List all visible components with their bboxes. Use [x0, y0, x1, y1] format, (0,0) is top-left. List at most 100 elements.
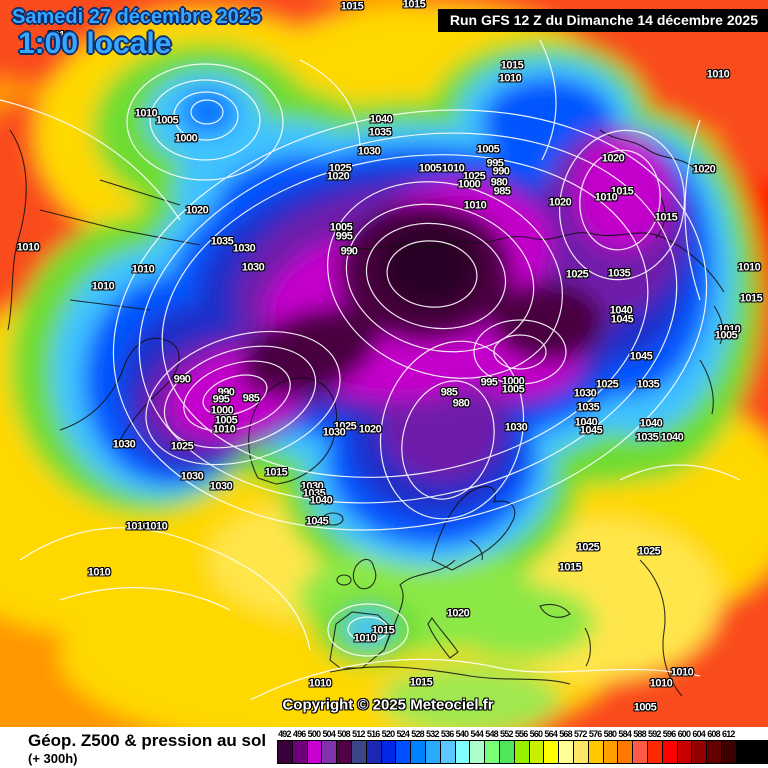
- pressure-label: 1000: [457, 178, 481, 191]
- scale-value: 532: [426, 729, 439, 739]
- scale-value: 604: [692, 729, 706, 739]
- pressure-label: 1025: [565, 268, 589, 281]
- pressure-label: 1005: [476, 143, 500, 156]
- pressure-label: 1025: [462, 170, 486, 183]
- pressure-label: 1010: [91, 280, 115, 293]
- pressure-label: 1015: [340, 0, 364, 13]
- scale-cell: [307, 741, 323, 763]
- pressure-label: 990: [340, 245, 358, 258]
- pressure-label: 1010: [16, 241, 40, 254]
- scale-cell: [499, 741, 515, 763]
- pressure-label: 1010: [125, 520, 149, 533]
- pressure-label: 1010: [670, 666, 694, 679]
- scale-cell: [588, 741, 604, 763]
- pressure-label: 1040: [609, 304, 633, 317]
- scale-end-cap: [736, 741, 768, 763]
- scale-cell: [411, 741, 426, 763]
- pressure-label: 1015: [558, 561, 582, 574]
- scale-cell: [455, 741, 471, 763]
- z500-color-field: [0, 0, 768, 727]
- pressure-label: 1005: [714, 329, 738, 342]
- pressure-label: 1035: [576, 401, 600, 414]
- pressure-label: 1040: [639, 417, 663, 430]
- pressure-label: 1045: [305, 515, 329, 528]
- pressure-label: 1015: [402, 0, 426, 11]
- scale-value: 556: [514, 729, 528, 739]
- pressure-label: 1030: [322, 426, 346, 439]
- pressure-label: 1035: [636, 378, 660, 391]
- pressure-label: 985: [440, 386, 458, 399]
- scale-values: 492 496 500 504 508 512 516 520 524 528 532 536 540 5…: [277, 729, 768, 739]
- scale-value: 596: [662, 729, 676, 739]
- pressure-label: 1020: [446, 607, 470, 620]
- scale-value: 536: [440, 729, 454, 739]
- pressure-label: 1010: [717, 323, 741, 336]
- scale-value: 524: [396, 729, 410, 739]
- pressure-label: 1005: [501, 383, 525, 396]
- pressure-label: 1020: [358, 423, 382, 436]
- scale-cell: [322, 741, 338, 763]
- pressure-label: 1035: [607, 267, 631, 280]
- scale-cell: [707, 741, 722, 763]
- scale-cell: [278, 741, 293, 763]
- scale-value: 540: [455, 729, 469, 739]
- scale-cell: [544, 741, 560, 763]
- pressure-label: 1030: [232, 242, 256, 255]
- pressure-label: 1025: [170, 440, 194, 453]
- pressure-label: 1020: [692, 163, 716, 176]
- pressure-label: 1015: [500, 59, 524, 72]
- pressure-label: 1025: [328, 162, 352, 175]
- forecast-hour-label: (+ 300h): [28, 751, 78, 766]
- valid-date-label: Samedi 27 décembre 2025: [12, 6, 262, 28]
- pressure-label: 995: [335, 230, 353, 243]
- pressure-label: 1010: [706, 68, 730, 81]
- scale-value: 560: [529, 729, 543, 739]
- pressure-label: 1005: [329, 221, 353, 234]
- pressure-label: 1000: [174, 132, 198, 145]
- pressure-label: 1005: [633, 701, 657, 714]
- pressure-label: 990: [173, 373, 191, 386]
- scale-cell: [662, 741, 678, 763]
- pressure-label: 1030: [180, 470, 204, 483]
- scale-value: 496: [292, 729, 306, 739]
- pressure-label: 1025: [576, 541, 600, 554]
- scale-cell: [573, 741, 589, 763]
- scale-value: 580: [603, 729, 617, 739]
- pressure-label: 990: [217, 386, 235, 399]
- pressure-label: 980: [490, 176, 508, 189]
- scale-cell: [396, 741, 412, 763]
- pressure-label: 1010: [308, 677, 332, 690]
- scale-cell: [633, 741, 648, 763]
- pressure-label: 1035: [302, 487, 326, 500]
- scale-cell: [514, 741, 530, 763]
- pressure-label: 1010: [131, 263, 155, 276]
- copyright-text: Copyright © 2025 Meteociel.fr: [282, 696, 494, 714]
- pressure-label: 1020: [185, 204, 209, 217]
- pressure-label: 1015: [654, 211, 678, 224]
- pressure-label: 1020: [326, 170, 350, 183]
- pressure-label: 1010: [649, 677, 673, 690]
- scale-cell: [618, 741, 634, 763]
- scale-cell: [721, 741, 737, 763]
- scale-cell: [351, 741, 367, 763]
- pressure-label: 980: [452, 397, 470, 410]
- scale-value: 592: [648, 729, 661, 739]
- pressure-label: 985: [493, 185, 511, 198]
- pressure-label: 1035: [210, 235, 234, 248]
- legend-footer: Géop. Z500 & pression au sol (+ 300h) 49…: [0, 727, 768, 768]
- scale-value: 588: [633, 729, 646, 739]
- field-blobs: [0, 0, 768, 727]
- pressure-label: 1040: [574, 416, 598, 429]
- scale-value: 516: [366, 729, 380, 739]
- scale-value: 564: [544, 729, 558, 739]
- pressure-label: 1030: [357, 145, 381, 158]
- pressure-label: 1020: [548, 196, 572, 209]
- pressure-label: 985: [242, 392, 260, 405]
- pressure-label: 1010: [353, 632, 377, 645]
- pressure-label: 990: [492, 165, 510, 178]
- scale-cell: [485, 741, 500, 763]
- pressure-label: 1040: [660, 431, 684, 444]
- coastlines: [7, 129, 725, 697]
- scale-cell: [425, 741, 441, 763]
- scale-value: 508: [337, 729, 350, 739]
